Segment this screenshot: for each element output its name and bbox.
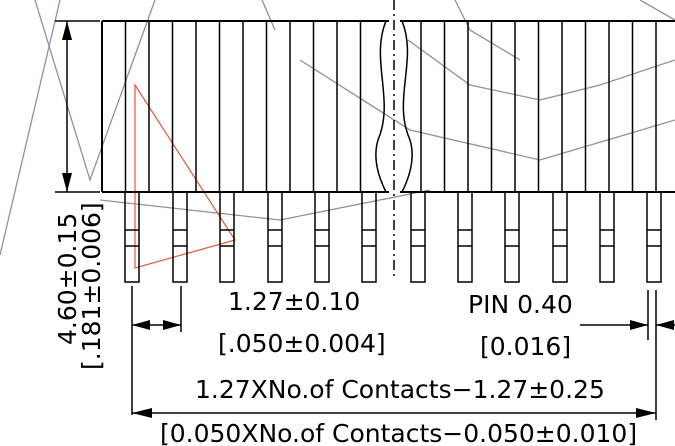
watermark bbox=[0, 0, 675, 256]
pitch-mm-label: 1.27±0.10 bbox=[228, 287, 360, 316]
pin bbox=[457, 191, 473, 283]
pin bbox=[219, 191, 235, 283]
pin bbox=[410, 191, 426, 283]
pin bbox=[172, 191, 188, 283]
pin bbox=[314, 191, 330, 283]
length-mm-label: 1.27XNo.of Contacts−1.27±0.25 bbox=[195, 375, 605, 404]
pin-mm-label: PIN 0.40 bbox=[468, 290, 573, 319]
pin-width-dimension bbox=[580, 290, 675, 340]
pin bbox=[646, 191, 662, 283]
pins bbox=[124, 191, 662, 283]
pin-in-label: [0.016] bbox=[480, 332, 571, 361]
height-dimension bbox=[55, 20, 100, 193]
pin bbox=[552, 191, 568, 283]
pitch-in-label: [.050±0.004] bbox=[218, 329, 386, 358]
accent-triangle bbox=[134, 82, 236, 269]
pin bbox=[361, 191, 377, 283]
length-in-label: [0.050XNo.of Contacts−0.050±0.010] bbox=[160, 419, 637, 446]
pin bbox=[599, 191, 615, 283]
pin bbox=[267, 191, 283, 283]
height-in-label: [.181±0.006] bbox=[77, 202, 106, 370]
pin bbox=[124, 191, 140, 283]
pin bbox=[504, 191, 520, 283]
height-mm-label: 4.60±0.15 bbox=[53, 213, 82, 345]
length-dimension bbox=[132, 340, 657, 420]
housing-ribs bbox=[101, 21, 657, 192]
pitch-dimension bbox=[131, 286, 182, 415]
break-symbol bbox=[375, 0, 413, 276]
